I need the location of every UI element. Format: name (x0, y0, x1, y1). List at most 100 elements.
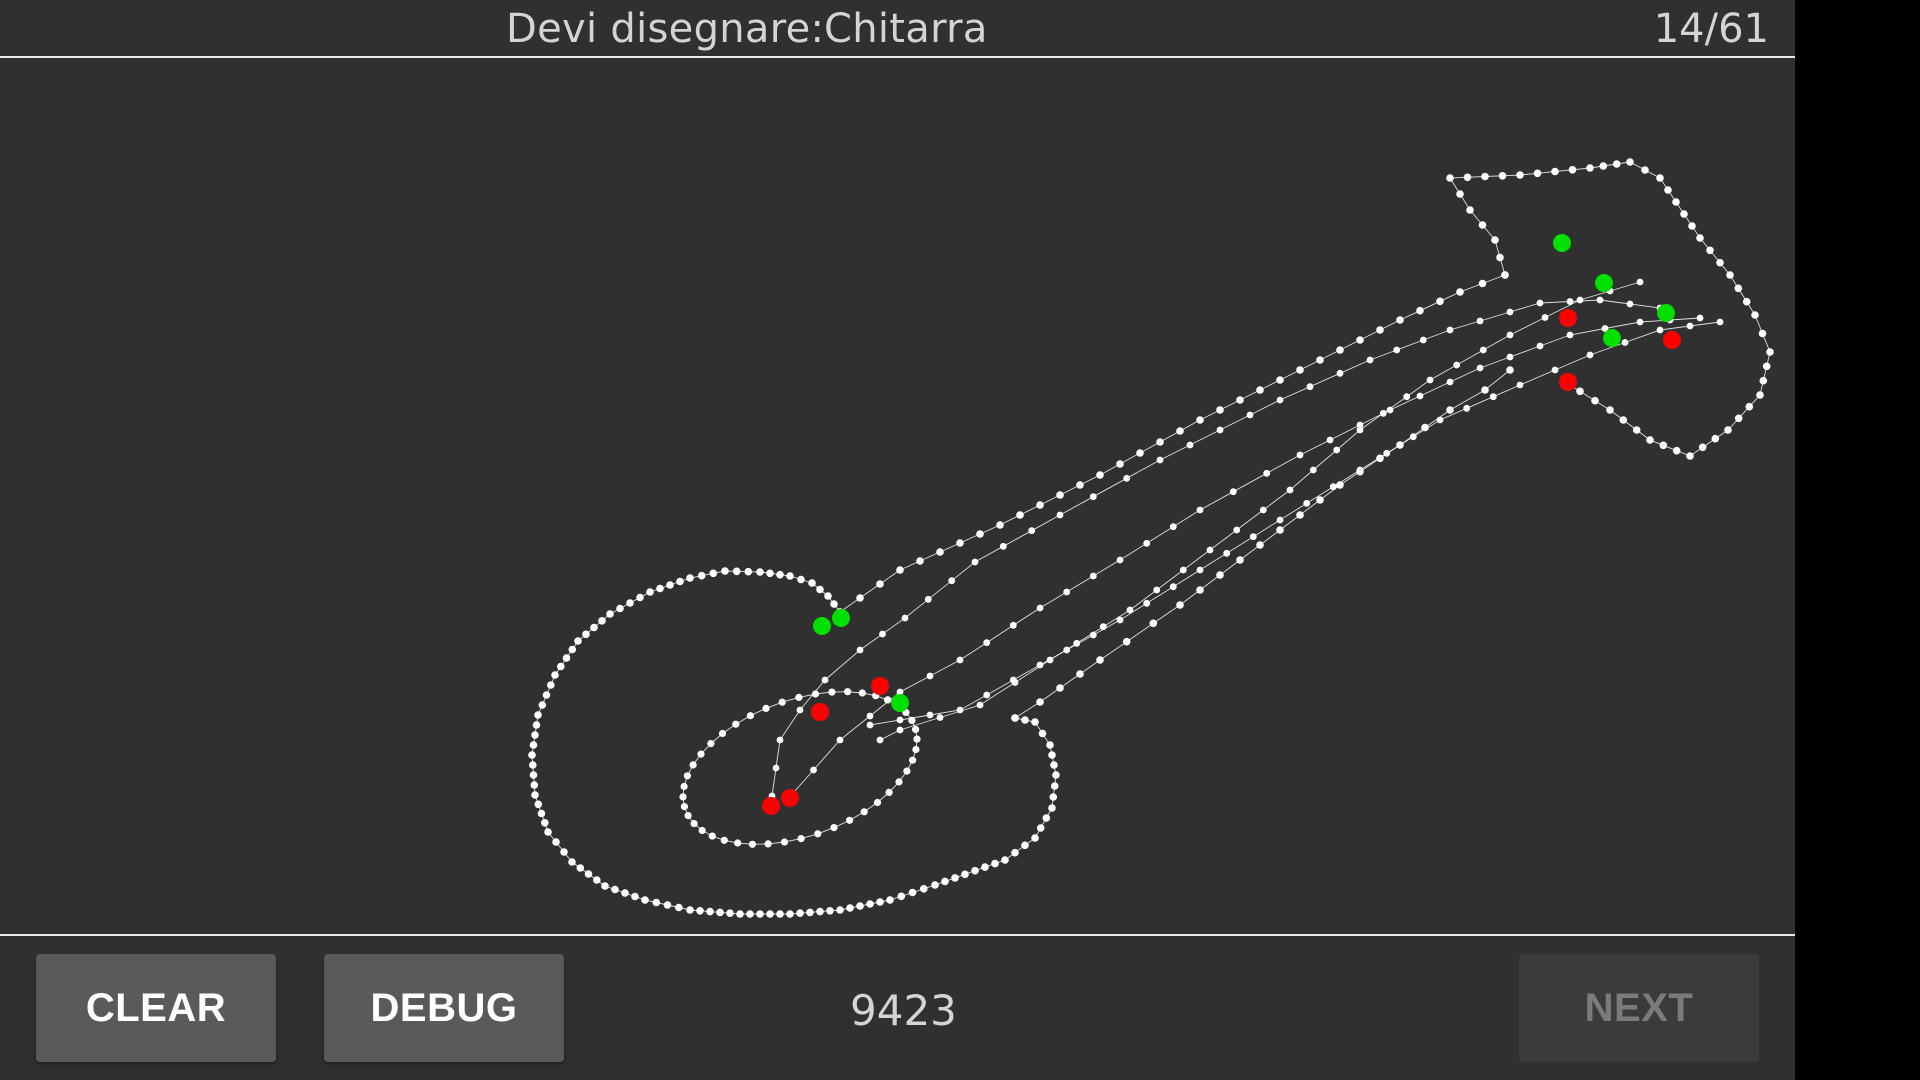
stroke-point (680, 782, 688, 791)
stroke-point (1456, 288, 1464, 296)
stroke-point (560, 848, 568, 856)
stroke-point (1536, 299, 1544, 307)
stroke-point (1046, 741, 1054, 749)
stroke-start-marker (1595, 274, 1613, 292)
stroke-point (1476, 317, 1484, 325)
stroke-point (866, 712, 874, 720)
stroke-point (1073, 639, 1081, 647)
stroke-point (746, 712, 755, 720)
stroke-point (948, 577, 956, 585)
stroke-point (697, 571, 706, 580)
stroke-point (601, 882, 609, 890)
stroke-point (652, 898, 661, 907)
stroke-point (1186, 441, 1194, 449)
stroke-point (1416, 306, 1424, 315)
stroke-point (996, 521, 1004, 529)
stroke-point (1481, 386, 1489, 394)
stroke-point (616, 604, 624, 613)
stroke-point (1076, 481, 1084, 489)
stroke-point (1048, 751, 1056, 759)
stroke-point (1506, 331, 1514, 339)
stroke-point (836, 906, 844, 914)
stroke-point (593, 876, 601, 884)
stroke-point (544, 828, 552, 836)
stroke-point (786, 910, 794, 918)
stroke-point (956, 656, 964, 664)
stroke-point (926, 672, 934, 680)
stroke-point (1506, 308, 1514, 316)
stroke-point (631, 892, 639, 901)
stroke-point (541, 819, 549, 827)
stroke-point (568, 858, 576, 866)
stroke-point (876, 736, 884, 744)
stroke-point (1001, 856, 1009, 864)
stroke-point (636, 593, 644, 602)
stroke-point (1533, 169, 1542, 178)
stroke-point (1724, 426, 1732, 434)
stroke-point (626, 599, 634, 607)
stroke-point (1446, 174, 1454, 182)
stroke-point (1506, 366, 1514, 374)
stroke-point (1122, 637, 1131, 646)
stroke-point (816, 585, 824, 594)
stroke-point (1123, 474, 1131, 482)
stroke-point (1296, 366, 1304, 374)
stroke-point (1601, 325, 1609, 332)
stroke-point (908, 716, 916, 725)
stroke-point (721, 567, 729, 575)
stroke-point (1716, 258, 1724, 267)
stroke-point (896, 688, 904, 696)
stroke-point (1056, 684, 1064, 692)
stroke-point (873, 798, 882, 807)
stroke-point (1156, 456, 1164, 464)
stroke-point (814, 830, 822, 838)
clear-button[interactable]: CLEAR (36, 954, 276, 1062)
debug-button[interactable]: DEBUG (324, 954, 564, 1062)
stroke-point (866, 721, 874, 729)
stroke-point (1336, 369, 1344, 377)
stroke-point (1686, 452, 1694, 460)
stroke-point (1759, 376, 1768, 385)
stroke-point (983, 639, 991, 647)
stroke-point (1646, 436, 1654, 444)
stroke-point (1296, 451, 1304, 459)
stroke-point (532, 721, 541, 729)
stroke-point (830, 600, 838, 608)
stroke-point (912, 745, 920, 754)
stroke-point (776, 910, 784, 918)
next-button[interactable]: NEXT (1519, 954, 1759, 1062)
stroke-point (683, 772, 692, 780)
stroke-point (1664, 186, 1672, 194)
stroke-point (1050, 782, 1059, 790)
stroke-point (1491, 236, 1499, 244)
stroke-point (795, 693, 803, 702)
drawing-canvas[interactable] (0, 58, 1795, 934)
stroke-point (1416, 392, 1424, 400)
stroke-point (551, 671, 559, 679)
stroke-point (734, 839, 742, 847)
app-screen: Devi disegnare: Chitarra 14/61 CLEAR DEB… (0, 0, 1795, 1080)
stroke-point (568, 645, 577, 654)
stroke-point (611, 885, 619, 894)
stroke-point (1036, 824, 1045, 832)
stroke-point (1446, 378, 1454, 386)
stroke-point (1246, 411, 1254, 419)
stroke-point (1586, 164, 1594, 172)
stroke-point (706, 907, 714, 916)
stroke-point (876, 580, 884, 588)
stroke-point (1393, 346, 1401, 354)
stroke-point (1236, 396, 1244, 404)
stroke-point (732, 720, 740, 728)
guitar-outline-stroke (528, 271, 1514, 918)
stroke-point (1636, 318, 1644, 326)
stroke-point (1501, 271, 1509, 279)
stroke-point (856, 902, 864, 910)
stroke-point (1149, 619, 1158, 628)
stroke-point (1596, 296, 1604, 304)
stroke-point (1089, 631, 1097, 639)
stroke-point (1038, 729, 1047, 738)
stroke-point (909, 756, 917, 764)
stroke-point (776, 736, 784, 744)
stroke-start-marker (1603, 329, 1621, 347)
stroke-point (1376, 326, 1384, 334)
